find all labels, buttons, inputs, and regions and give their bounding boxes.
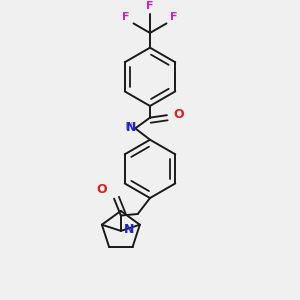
Text: F: F: [122, 12, 130, 22]
Text: N: N: [124, 223, 134, 236]
Text: F: F: [170, 12, 178, 22]
Text: O: O: [173, 108, 184, 121]
Text: H: H: [124, 122, 133, 132]
Text: F: F: [146, 2, 154, 11]
Text: O: O: [96, 183, 107, 196]
Text: N: N: [125, 121, 136, 134]
